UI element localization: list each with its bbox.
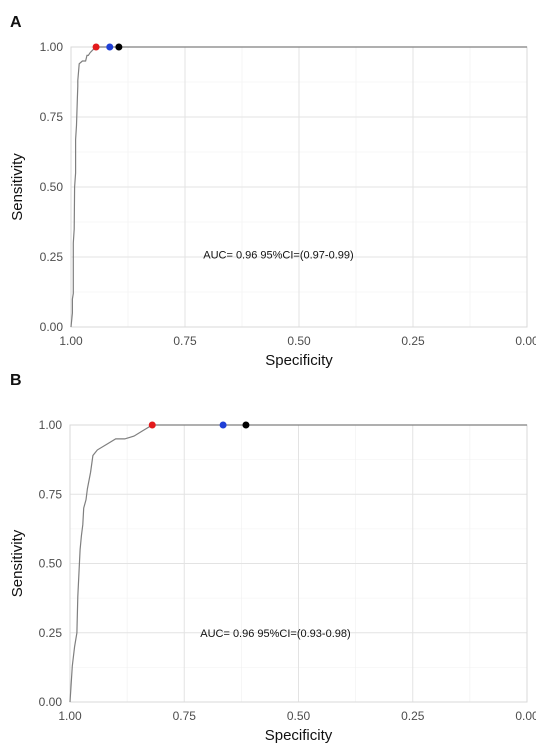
cutoff-point <box>148 421 156 429</box>
y-tick-label: 0.75 <box>40 110 64 124</box>
y-tick-label: 0.50 <box>40 180 64 194</box>
panel-b: B 1.00 0.75 0.50 0.25 0.00 0.00 0.25 0.50 0.75 1.… <box>0 372 536 751</box>
y-tick-label: 0.25 <box>39 626 63 640</box>
x-axis-title: Specificity <box>265 352 333 369</box>
panel-letter: A <box>10 14 22 31</box>
x-tick-label: 0.75 <box>173 334 197 348</box>
y-tick-label: 0.00 <box>39 695 63 709</box>
cutoff-point <box>92 43 100 51</box>
x-tick-label: 0.25 <box>401 709 425 723</box>
x-axis-title: Specificity <box>265 727 333 744</box>
x-tick-label: 0.50 <box>287 709 311 723</box>
cutoff-point <box>219 421 227 429</box>
auc-annotation: AUC= 0.96 95%CI=(0.97-0.99) <box>203 249 353 261</box>
x-tick-label: 0.00 <box>515 334 536 348</box>
y-axis-title: Sensitivity <box>9 153 26 221</box>
y-tick-label: 0.00 <box>40 320 64 334</box>
y-tick-label: 0.50 <box>39 557 63 571</box>
roc-curve <box>69 424 527 703</box>
x-tick-label: 0.50 <box>287 334 311 348</box>
y-tick-label: 1.00 <box>40 40 64 54</box>
auc-annotation: AUC= 0.96 95%CI=(0.93-0.98) <box>200 628 350 640</box>
y-tick-label: 0.25 <box>40 250 64 264</box>
y-tick-label: 0.75 <box>39 487 63 501</box>
x-tick-label: 0.75 <box>173 709 197 723</box>
x-tick-label: 1.00 <box>59 334 83 348</box>
x-tick-label: 0.00 <box>515 709 536 723</box>
x-tick-label: 0.25 <box>401 334 425 348</box>
x-tick-label: 1.00 <box>58 709 82 723</box>
panel-letter: B <box>10 372 22 389</box>
cutoff-point <box>242 421 250 429</box>
cutoff-point <box>106 43 114 51</box>
roc-chart: 1.00 0.75 0.50 0.25 0.00 0.00 0.25 0.50 0.75 1.00… <box>9 40 536 369</box>
panel-a: A 1.00 0.75 0.50 0.25 0.00 0.00 0.25 0.50 0.75 1.… <box>0 0 536 375</box>
y-tick-label: 1.00 <box>39 418 63 432</box>
roc-chart: 1.00 0.75 0.50 0.25 0.00 0.00 0.25 0.50 0.75 1.00… <box>9 418 536 744</box>
cutoff-point <box>115 43 123 51</box>
y-axis-title: Sensitivity <box>9 529 26 597</box>
